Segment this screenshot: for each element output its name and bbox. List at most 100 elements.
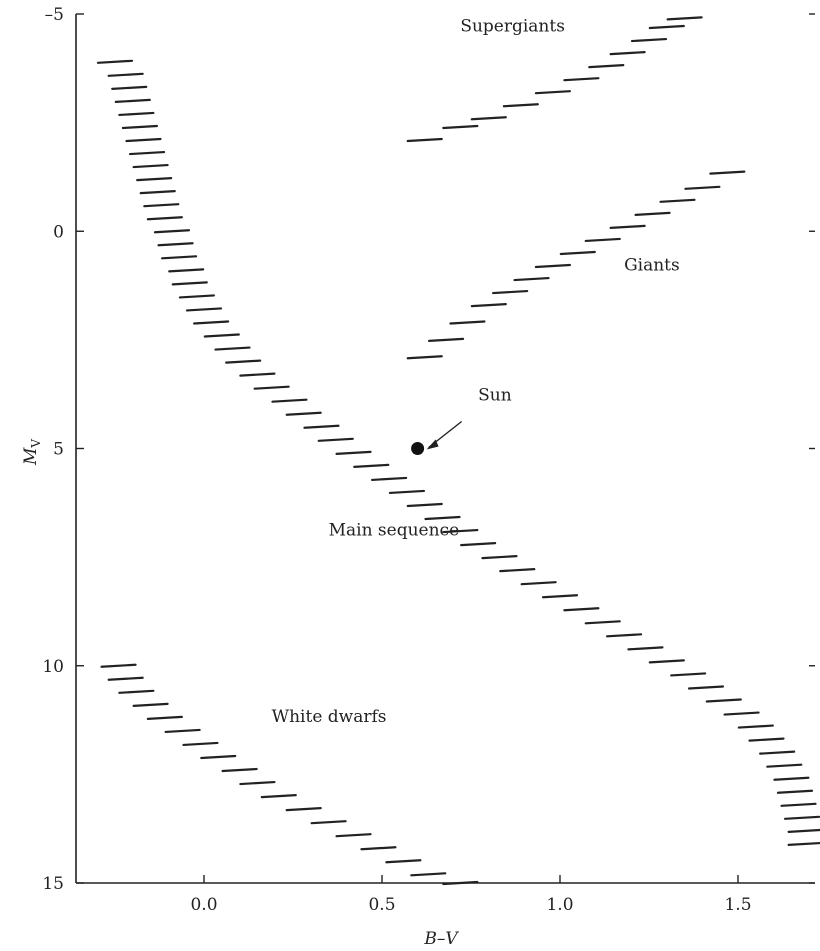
band-dash: [303, 424, 340, 429]
band-dash: [143, 203, 180, 208]
band-dash: [146, 216, 183, 221]
band-dash: [766, 763, 803, 768]
label-supergiants: Supergiants: [460, 16, 565, 36]
band-dash: [563, 77, 600, 82]
band-dash: [748, 737, 785, 742]
band-dash: [271, 398, 308, 403]
axes: [75, 14, 815, 884]
band-dash: [182, 741, 219, 747]
band-dash: [136, 177, 173, 182]
band-dash: [470, 303, 507, 308]
band-dash: [460, 541, 497, 547]
band-dash: [371, 476, 408, 482]
band-dash: [502, 103, 539, 108]
y-tick-label: 10: [42, 657, 64, 677]
label-sun: Sun: [478, 386, 512, 406]
band-dash: [260, 793, 297, 799]
band-dash: [759, 750, 796, 755]
band-dash: [584, 620, 621, 625]
band-dash: [239, 372, 276, 377]
band-dash: [588, 64, 625, 69]
band-dash: [705, 698, 742, 703]
band-dash: [146, 715, 183, 720]
band-dash: [406, 137, 443, 143]
band-dash: [225, 359, 262, 364]
band-dash: [178, 294, 215, 299]
band-dash: [684, 185, 721, 190]
band-dash: [285, 411, 322, 416]
band-dash: [492, 289, 529, 295]
x-tick-label: 1.0: [546, 895, 573, 915]
band-dash: [388, 489, 426, 495]
band-dash: [171, 281, 208, 286]
band-dash: [427, 337, 465, 342]
y-tick-label: 5: [53, 440, 64, 460]
band-dash: [780, 802, 817, 807]
band-dash: [111, 85, 148, 90]
band-dash: [787, 841, 820, 846]
band-dash: [185, 307, 223, 312]
band-dash: [666, 16, 703, 21]
band-dash: [499, 568, 536, 573]
band-dash: [787, 828, 820, 833]
series-supergiants: [406, 16, 703, 143]
x-tick-label: 0.5: [368, 895, 395, 915]
band-dash: [670, 672, 707, 677]
band-dash: [442, 124, 479, 130]
band-dash: [563, 607, 600, 612]
band-dash: [609, 51, 646, 56]
band-dash: [128, 150, 166, 156]
band-dash: [118, 689, 155, 694]
y-tick-label: 15: [42, 874, 64, 894]
band-dash: [214, 346, 251, 351]
band-dash: [424, 515, 461, 521]
band-dash: [100, 663, 137, 668]
band-dash: [96, 59, 134, 64]
band-dash: [470, 116, 507, 121]
band-dash: [160, 255, 198, 260]
band-dash: [107, 72, 144, 77]
band-dash: [406, 502, 443, 508]
band-dash: [121, 124, 159, 130]
label-giants: Giants: [624, 255, 680, 275]
band-dash: [783, 815, 820, 820]
band-dash: [534, 263, 571, 269]
band-dash: [559, 250, 596, 256]
band-dash: [627, 646, 664, 651]
band-dash: [360, 846, 397, 851]
band-dash: [449, 320, 486, 325]
band-dash: [513, 276, 550, 282]
band-dash: [776, 789, 814, 794]
band-dash: [406, 355, 443, 360]
band-dash: [723, 711, 760, 716]
band-dash: [481, 555, 518, 560]
band-dash: [317, 437, 354, 442]
band-dash: [335, 450, 372, 455]
series-giants: [406, 170, 746, 360]
x-tick-label: 1.5: [724, 895, 751, 915]
band-dash: [132, 163, 169, 169]
band-dash: [239, 780, 276, 786]
band-dash: [107, 676, 144, 681]
band-dash: [634, 211, 671, 216]
region-labels: Supergiants Giants Main sequence White dwar…: [272, 16, 680, 727]
data-bands: [96, 16, 820, 886]
band-dash: [709, 170, 746, 175]
label-white-dwarfs: White dwarfs: [272, 707, 387, 727]
band-dash: [773, 776, 810, 781]
sun-arrowhead: [426, 439, 439, 450]
sun-marker: [411, 420, 463, 455]
x-tick-label: 0.0: [190, 895, 217, 915]
band-dash: [410, 872, 447, 877]
label-main-sequence: Main sequence: [329, 520, 460, 540]
band-dash: [442, 880, 479, 886]
band-dash: [125, 137, 162, 143]
band-dash: [153, 229, 191, 234]
band-dash: [605, 633, 643, 638]
band-dash: [648, 659, 685, 664]
band-dash: [630, 37, 668, 43]
band-dash: [193, 320, 230, 325]
band-dash: [687, 685, 725, 690]
x-axis-title: B–V: [423, 929, 459, 949]
band-dash: [203, 333, 240, 338]
